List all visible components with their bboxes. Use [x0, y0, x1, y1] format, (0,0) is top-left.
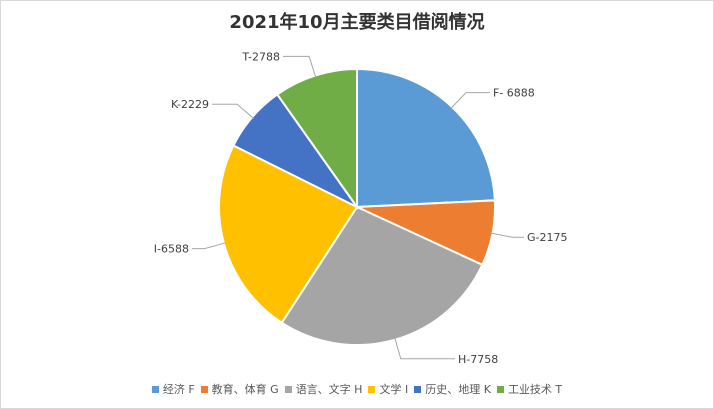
data-label-K: K-2229 [171, 98, 209, 111]
legend-item-I: 文学 I [368, 381, 408, 397]
leader-line-F [450, 92, 490, 109]
chart-title: 2021年10月主要类目借阅情况 [229, 12, 485, 33]
legend-item-T: 工业技术 T [496, 381, 563, 397]
leader-line-G [490, 232, 524, 238]
leader-line-T [283, 55, 317, 78]
data-label-F: F- 6888 [493, 87, 535, 100]
legend-item-H: 语言、文字 H [284, 381, 363, 397]
legend-label-T: 工业技术 T [507, 383, 563, 396]
legend-label-I: 文学 I [379, 383, 409, 396]
leader-line-K [212, 103, 255, 119]
leader-line-I [192, 242, 226, 250]
legend-item-F: 经济 F [151, 381, 195, 397]
legend-label-H: 语言、文字 H [295, 383, 363, 396]
pie-slice-F [356, 67, 496, 209]
legend-swatch-I [368, 385, 376, 393]
legend-label-G: 教育、体育 G [211, 383, 279, 396]
legend-item-K: 历史、地理 K [414, 381, 491, 397]
legend-label-K: 历史、地理 K [425, 383, 491, 396]
legend-label-F: 经济 F [162, 383, 195, 396]
data-label-T: T-2788 [241, 50, 280, 63]
legend-swatch-G [200, 385, 208, 393]
legend-item-G: 教育、体育 G [200, 381, 279, 397]
leader-line-H [394, 337, 455, 360]
legend: 经济 F 教育、体育 G 语言、文字 H 文学 I 历史、地理 K 工业技术 T [0, 381, 714, 397]
data-label-H: H-7758 [458, 353, 498, 366]
legend-swatch-H [284, 385, 292, 393]
legend-swatch-K [414, 385, 422, 393]
data-label-G: G-2175 [527, 231, 568, 244]
legend-swatch-T [496, 385, 504, 393]
data-label-I: I-6588 [154, 243, 189, 256]
legend-swatch-F [151, 385, 159, 393]
